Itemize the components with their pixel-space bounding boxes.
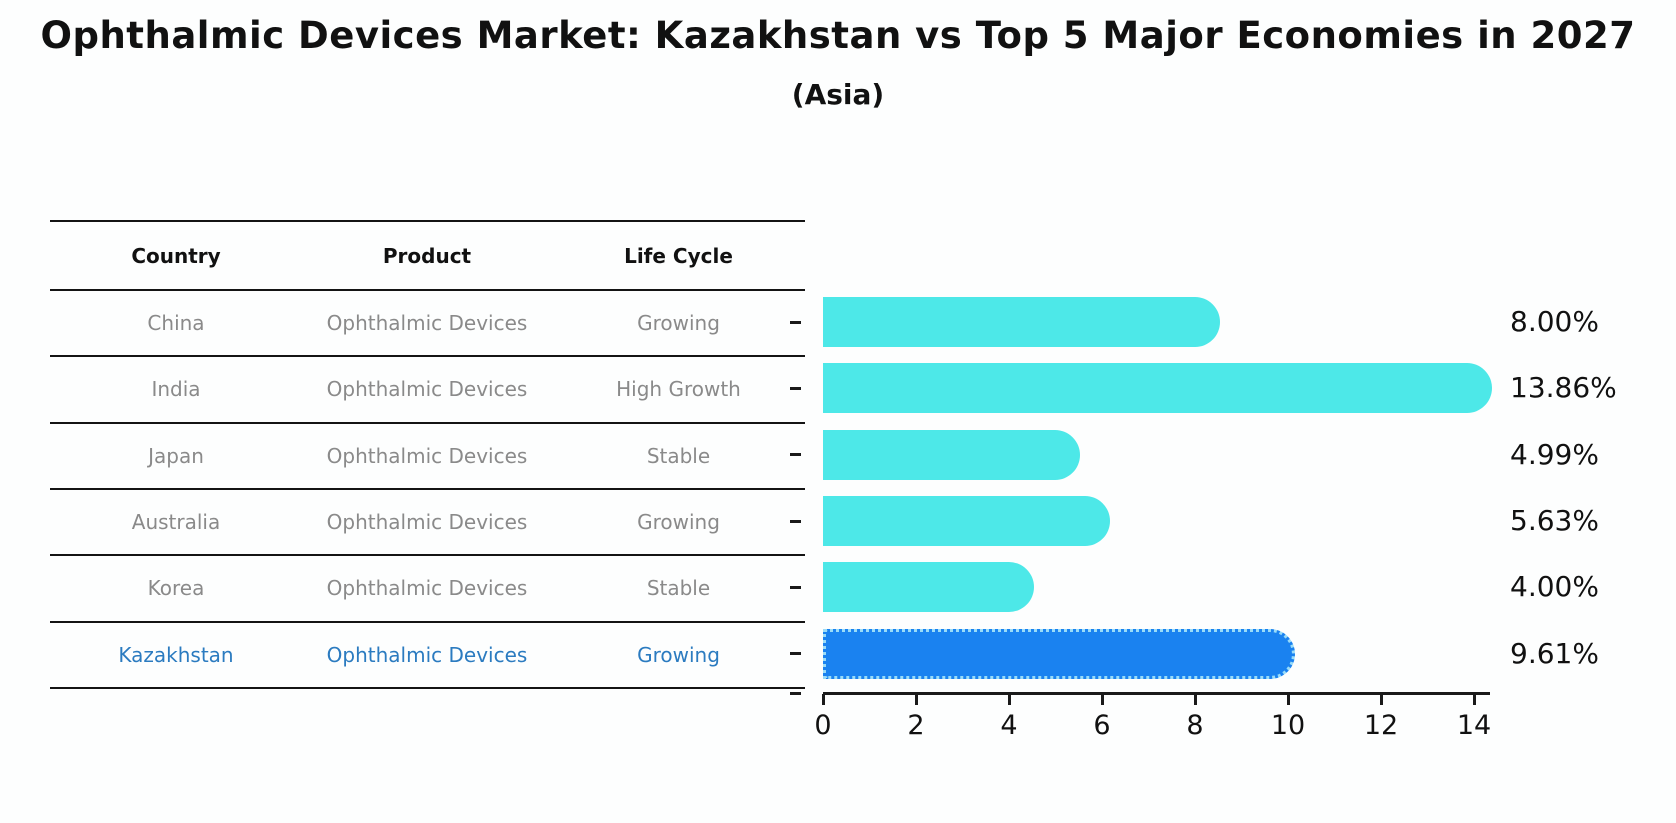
- y-axis-tick: [790, 652, 801, 656]
- bar: [823, 496, 1110, 547]
- y-axis-tick: [790, 585, 801, 589]
- x-axis-tick-label: 12: [1363, 710, 1399, 741]
- table-cell-life-cycle: Growing: [637, 311, 720, 336]
- table-row: Korea Ophthalmic Devices Stable: [50, 556, 805, 623]
- table-cell-product: Ophthalmic Devices: [326, 443, 528, 468]
- x-axis-tick: [1286, 694, 1290, 705]
- table-cell-life-cycle: Stable: [646, 576, 711, 601]
- table-cell-country: China: [147, 311, 205, 336]
- table-cell-country: Australia: [131, 510, 221, 535]
- summary-table: Country Product Life Cycle China Ophthalm…: [50, 220, 805, 689]
- table-row: Kazakhstan Ophthalmic Devices Growing: [50, 623, 805, 689]
- x-axis-tick-label: 10: [1270, 710, 1306, 741]
- y-axis-tick: [790, 320, 801, 324]
- table-row: India Ophthalmic Devices High Growth: [50, 357, 805, 424]
- table-row: Japan Ophthalmic Devices Stable: [50, 424, 805, 490]
- table-cell-life-cycle: Stable: [646, 443, 711, 468]
- bar: [823, 429, 1081, 480]
- bar-value-label: 4.00%: [1510, 570, 1599, 604]
- y-axis-tick: [790, 453, 801, 457]
- column-header-country: Country: [131, 243, 221, 268]
- x-axis-tick-label: 14: [1456, 710, 1492, 741]
- chart-title: Ophthalmic Devices Market: Kazakhstan vs…: [40, 14, 1636, 57]
- bar: [823, 363, 1493, 414]
- bar-value-label: 4.99%: [1510, 437, 1599, 471]
- bar-value-label: 9.61%: [1510, 636, 1599, 670]
- table-cell-product: Ophthalmic Devices: [326, 576, 528, 601]
- x-axis-tick: [914, 694, 918, 705]
- bar-value-label: 8.00%: [1510, 305, 1599, 339]
- bar: [823, 562, 1034, 613]
- table-cell-country: Kazakhstan: [118, 642, 234, 667]
- x-axis-tick-label: 8: [1186, 710, 1204, 741]
- table-cell-product: Ophthalmic Devices: [326, 510, 528, 535]
- table-row: China Ophthalmic Devices Growing: [50, 291, 805, 358]
- bar-value-label: 13.86%: [1510, 371, 1617, 405]
- table-cell-product: Ophthalmic Devices: [326, 311, 528, 336]
- x-axis-tick: [1193, 694, 1197, 705]
- table-header-row: Country Product Life Cycle: [50, 222, 805, 291]
- table-cell-country: India: [151, 377, 201, 402]
- x-axis-tick: [1472, 694, 1476, 705]
- table-cell-life-cycle: Growing: [637, 642, 720, 667]
- y-axis-tick: [790, 519, 801, 523]
- x-axis-tick-label: 4: [1000, 710, 1018, 741]
- table-cell-life-cycle: High Growth: [616, 377, 741, 402]
- x-axis-tick: [821, 694, 825, 705]
- y-axis-origin-tick: [790, 692, 801, 695]
- x-axis-tick: [1007, 694, 1011, 705]
- table-row: Australia Ophthalmic Devices Growing: [50, 490, 805, 557]
- x-axis-tick: [1379, 694, 1383, 705]
- table-cell-life-cycle: Growing: [637, 510, 720, 535]
- table-cell-product: Ophthalmic Devices: [326, 642, 528, 667]
- table-cell-product: Ophthalmic Devices: [326, 377, 528, 402]
- x-axis-line: [823, 692, 1490, 695]
- x-axis-tick-label: 2: [907, 710, 925, 741]
- x-axis-tick: [1100, 694, 1104, 705]
- column-header-life-cycle: Life Cycle: [624, 243, 733, 268]
- bar-highlight: [823, 628, 1295, 679]
- x-axis-tick-label: 6: [1093, 710, 1111, 741]
- column-header-product: Product: [382, 243, 472, 268]
- bar: [823, 297, 1220, 348]
- chart-subtitle: (Asia): [791, 78, 885, 111]
- table-cell-country: Korea: [147, 576, 205, 601]
- y-axis-tick: [790, 386, 801, 390]
- x-axis-tick-label: 0: [814, 710, 832, 741]
- bar-value-label: 5.63%: [1510, 504, 1599, 538]
- table-cell-country: Japan: [148, 443, 204, 468]
